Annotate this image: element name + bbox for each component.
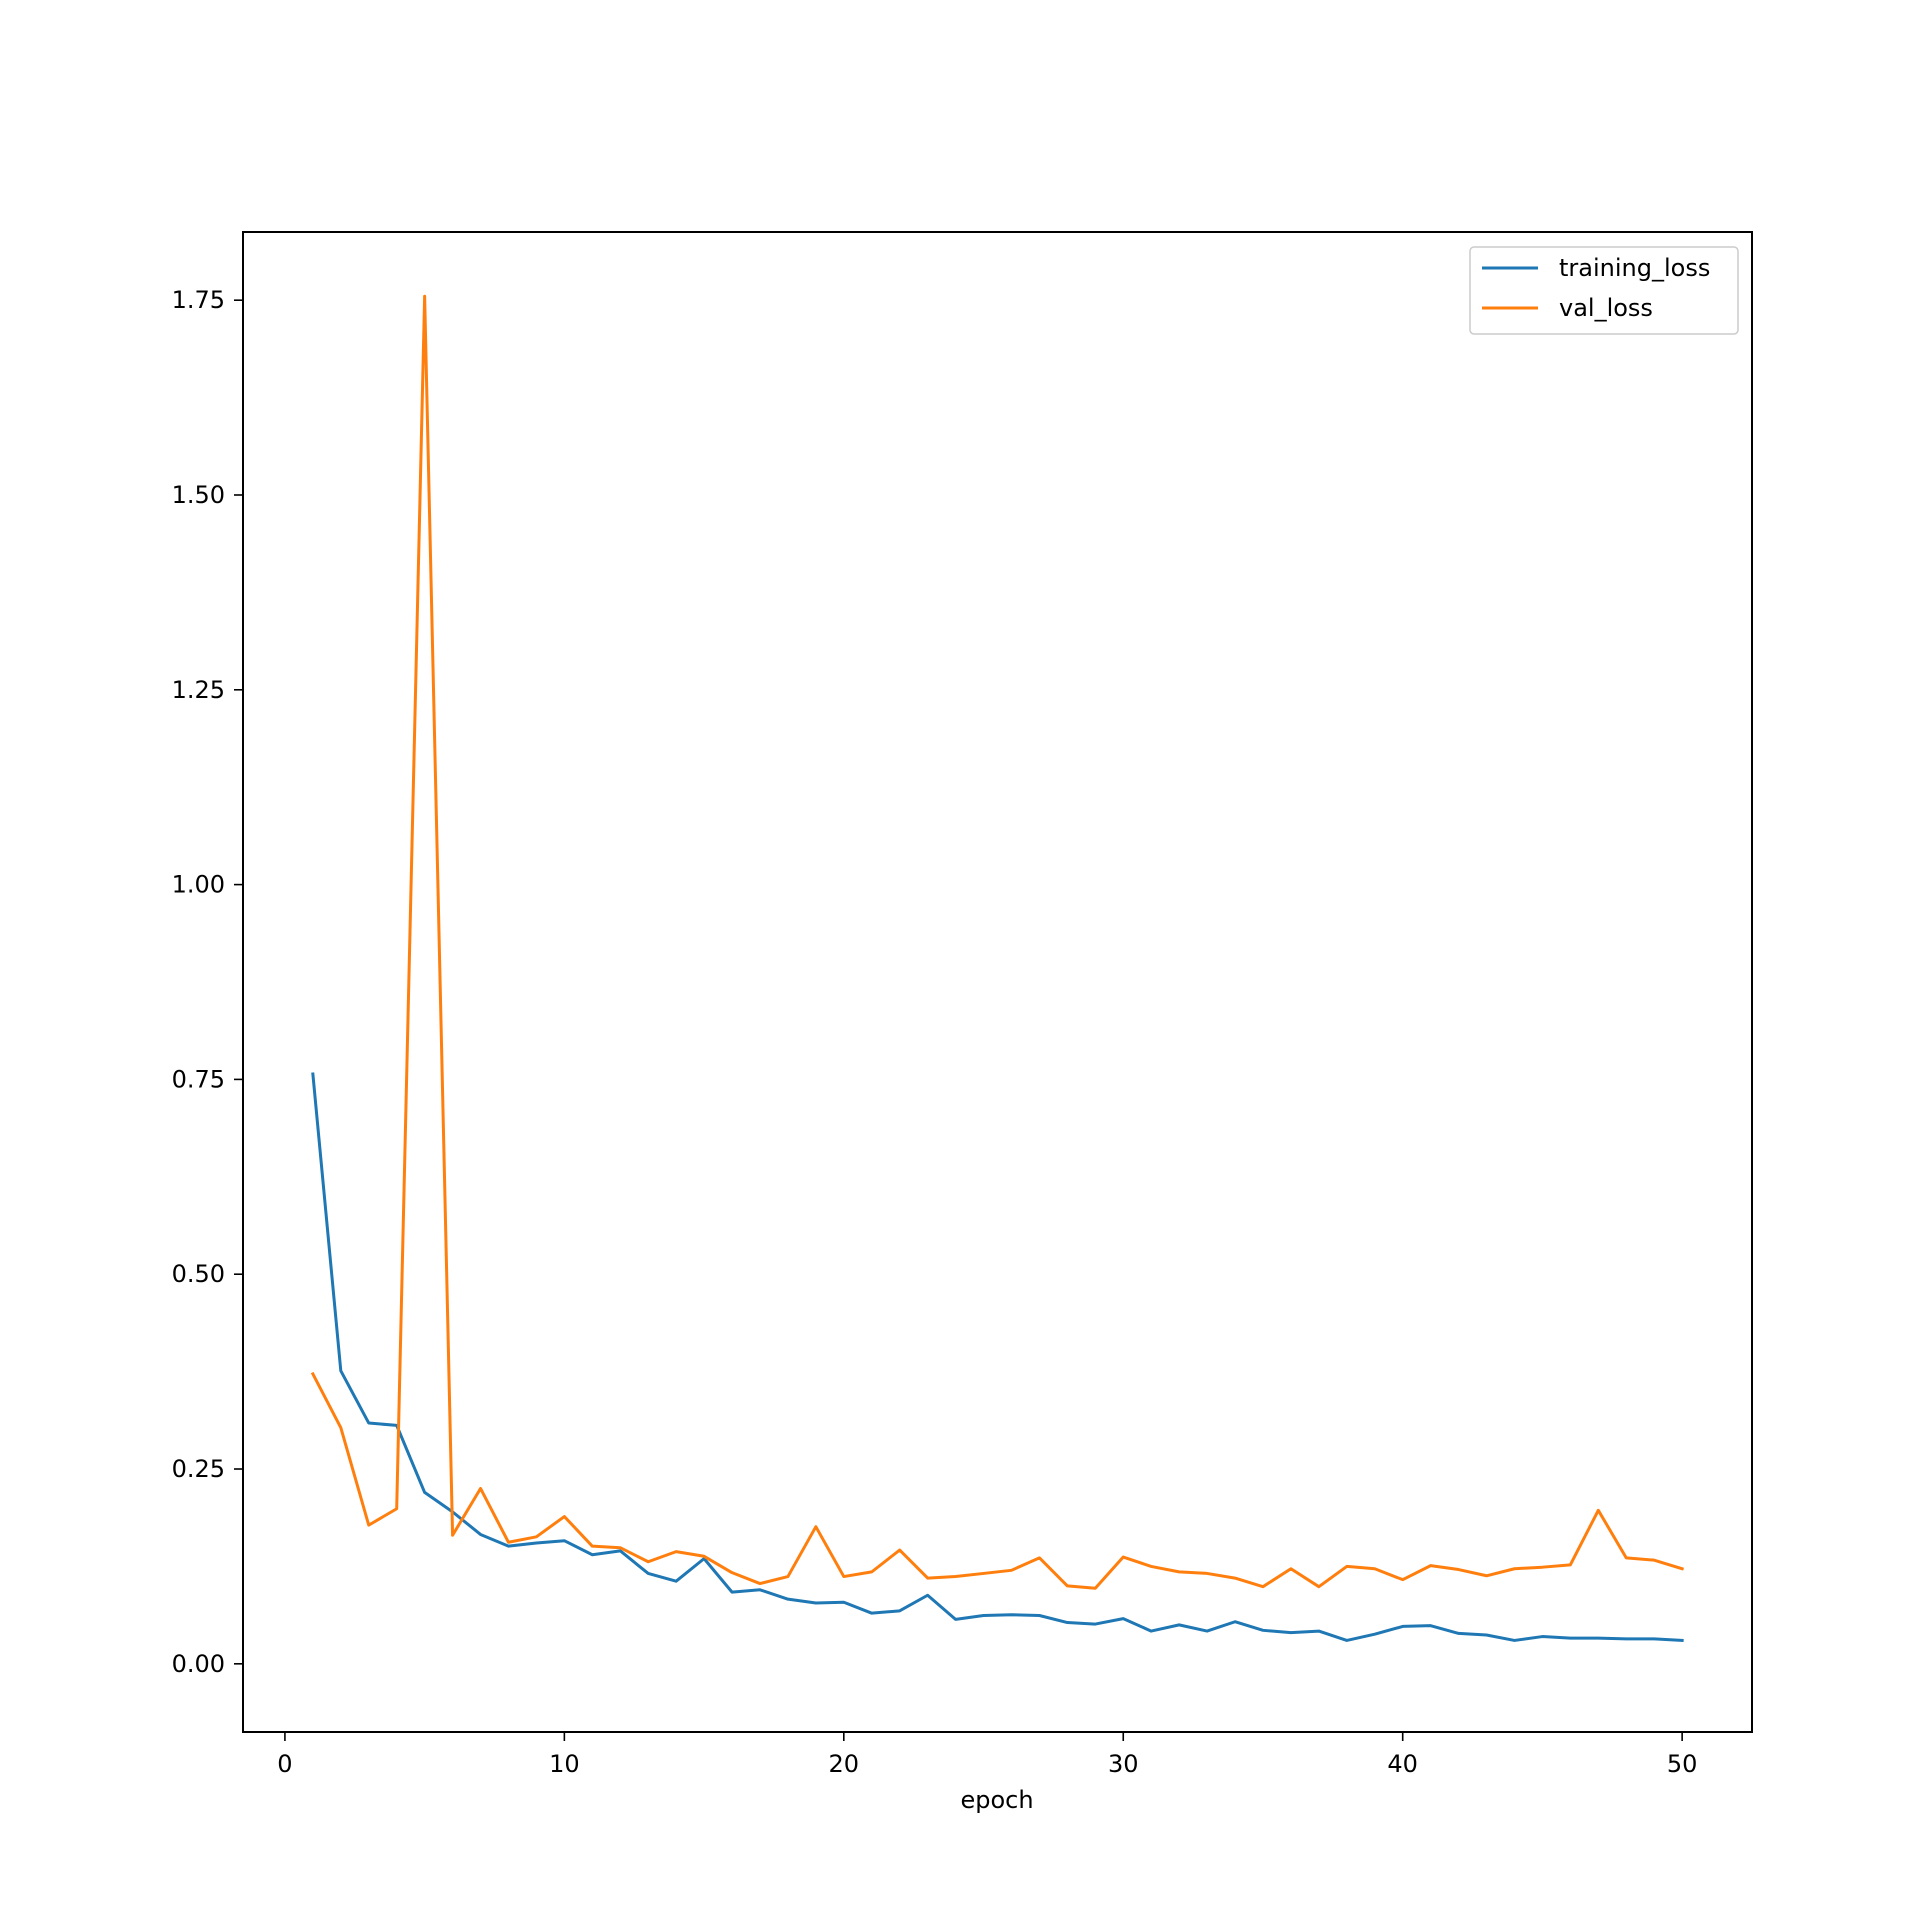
y-tick-label: 0.00 [172, 1650, 225, 1678]
y-tick-label: 0.25 [172, 1455, 225, 1483]
y-tick-label: 1.00 [172, 871, 225, 899]
x-tick-label: 0 [277, 1750, 292, 1778]
x-tick-label: 30 [1108, 1750, 1139, 1778]
series-line-val-loss [310, 294, 1685, 1590]
y-axis: 0.00 0.25 0.50 0.75 1.00 1.25 1.50 1.75 [172, 286, 243, 1678]
plot-area [243, 232, 1752, 1732]
series-line-training-loss [311, 1072, 1684, 1643]
series-layer [310, 294, 1685, 1643]
legend-label-val-loss: val_loss [1559, 294, 1653, 322]
legend: training_loss val_loss [1469, 246, 1739, 335]
x-tick-label: 40 [1387, 1750, 1418, 1778]
y-tick-label: 1.25 [172, 676, 225, 704]
y-tick-label: 0.50 [172, 1260, 225, 1288]
y-tick-label: 0.75 [172, 1065, 225, 1093]
x-axis: 0 10 20 30 40 50 [277, 1732, 1697, 1778]
y-tick-label: 1.50 [172, 481, 225, 509]
x-tick-label: 10 [549, 1750, 580, 1778]
x-tick-label: 50 [1667, 1750, 1698, 1778]
plot-frame [242, 231, 1753, 1733]
legend-label-training-loss: training_loss [1559, 254, 1710, 282]
x-tick-label: 20 [829, 1750, 860, 1778]
x-axis-label: epoch [960, 1786, 1033, 1814]
y-tick-label: 1.75 [172, 286, 225, 314]
